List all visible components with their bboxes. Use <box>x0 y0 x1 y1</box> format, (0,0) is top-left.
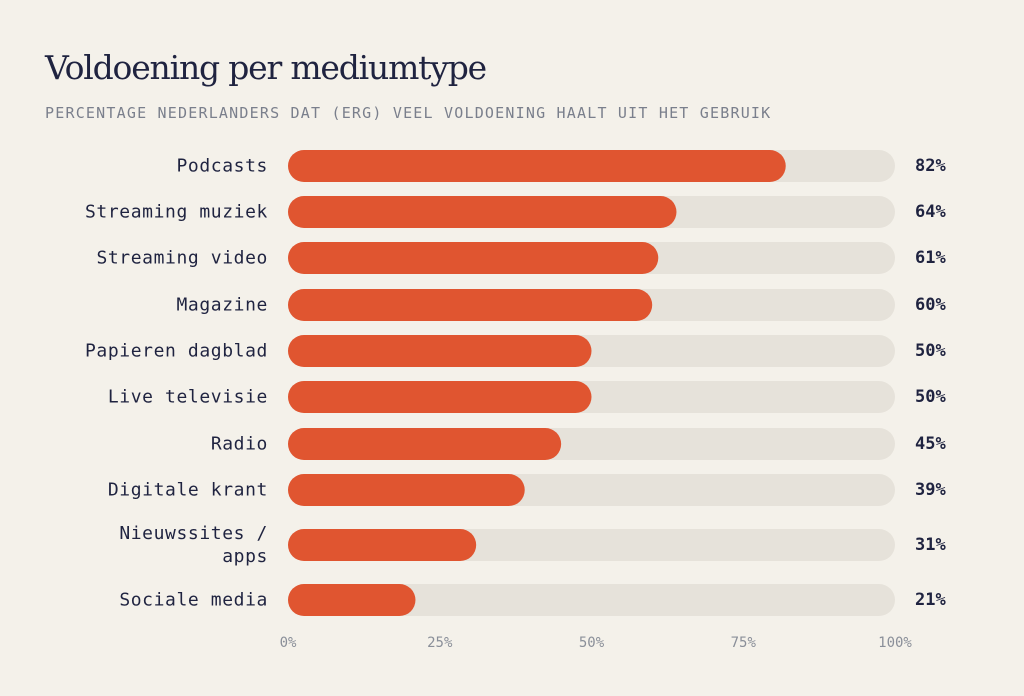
bar <box>288 584 416 616</box>
data-label: 64% <box>915 202 946 222</box>
data-label: 50% <box>915 341 946 361</box>
data-label: 31% <box>915 535 946 555</box>
x-tick-label: 50% <box>579 635 605 651</box>
chart-subtitle: PERCENTAGE NEDERLANDERS DAT (ERG) VEEL V… <box>45 104 772 122</box>
x-tick-label: 100% <box>878 635 912 651</box>
chart-title: Voldoening per mediumtype <box>45 48 487 87</box>
category-label: Streaming muziek <box>85 202 268 223</box>
category-label: Radio <box>211 434 268 455</box>
x-tick-label: 0% <box>280 635 297 651</box>
bar <box>288 196 677 228</box>
category-label: Nieuwssites / <box>119 523 268 544</box>
data-label: 82% <box>915 156 946 176</box>
data-label: 60% <box>915 295 946 315</box>
bar <box>288 381 592 413</box>
category-label: Streaming video <box>96 248 268 269</box>
category-label: Live televisie <box>108 387 268 408</box>
bar <box>288 529 477 561</box>
category-label: Digitale krant <box>108 480 268 501</box>
category-label: apps <box>222 546 268 567</box>
category-label: Magazine <box>177 295 269 316</box>
data-label: 21% <box>915 590 946 610</box>
bar <box>288 335 592 367</box>
category-label: Papieren dagblad <box>85 341 268 362</box>
data-label: 39% <box>915 480 946 500</box>
bar <box>288 474 525 506</box>
bar <box>288 289 653 321</box>
bar <box>288 242 659 274</box>
data-label: 50% <box>915 387 946 407</box>
x-tick-label: 75% <box>731 635 757 651</box>
category-label: Podcasts <box>177 156 269 177</box>
bar <box>288 150 786 182</box>
data-label: 61% <box>915 248 946 268</box>
bar <box>288 428 562 460</box>
x-tick-label: 25% <box>427 635 453 651</box>
bar-track <box>288 584 895 616</box>
data-label: 45% <box>915 434 946 454</box>
category-label: Sociale media <box>119 590 268 611</box>
